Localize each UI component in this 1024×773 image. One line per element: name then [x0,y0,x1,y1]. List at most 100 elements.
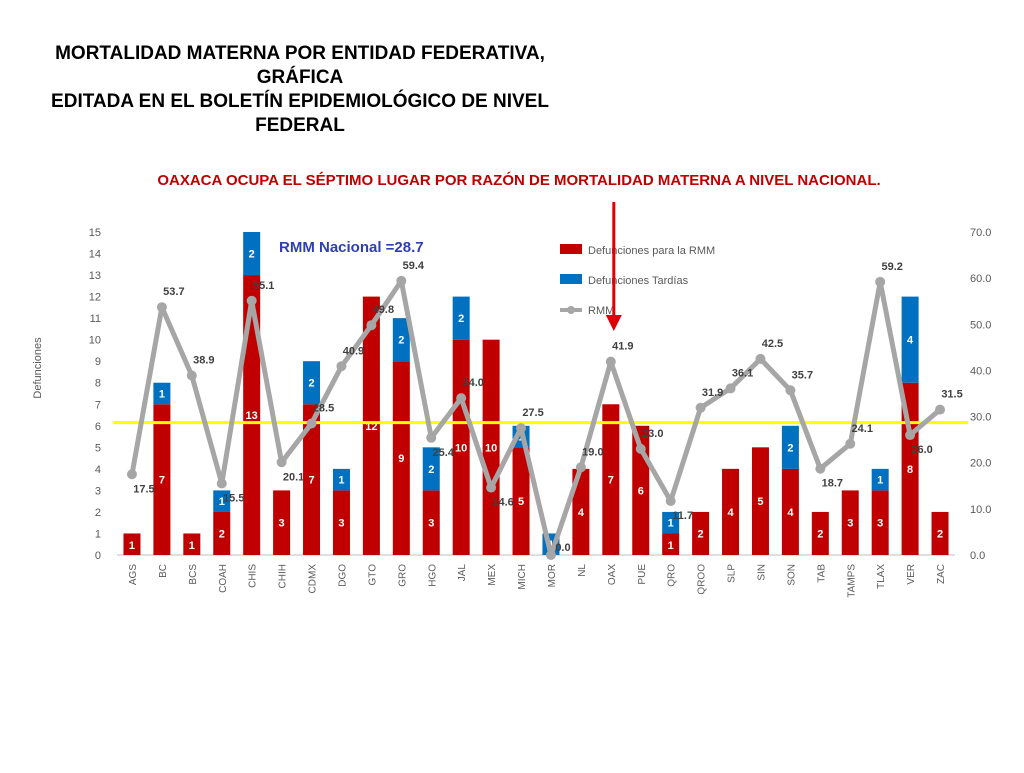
rmm-point [486,482,497,493]
bar-rmm-mex [482,339,500,555]
bar-rmm-label: 1 [668,540,674,552]
x-tick-label: COAH [218,564,229,593]
y-tick-label: 9 [95,356,101,368]
bar-rmm-label: 7 [159,475,165,487]
bar-rmm-label: 3 [428,518,434,530]
bar-rmm-label: 2 [698,528,704,540]
y2-tick-label: 10.0 [970,504,991,516]
bar-tardias-jal [452,296,470,340]
bar-rmm-gto [362,296,380,555]
rmm-point [246,295,257,306]
bar-rmm-label: 3 [279,518,285,530]
rmm-point [845,438,856,449]
bar-rmm-tab [811,511,829,555]
rmm-value-label: 53.7 [163,286,184,298]
bar-rmm-mich [512,447,530,555]
rmm-value-label: 59.2 [881,261,902,273]
rmm-value-label: 20.1 [283,471,304,483]
title-line-4: FEDERAL [255,115,345,136]
rmm-point [905,430,916,441]
national-rmm-label: RMM Nacional =28.7 [279,239,424,256]
bar-rmm-label: 2 [937,528,943,540]
bar-tardias-hgo [422,447,440,491]
rmm-point [605,356,616,367]
x-tick-label: JAL [457,564,468,582]
bar-rmm-label: 9 [398,453,404,465]
bar-tardias-label: 1 [877,475,883,487]
bar-tardias-dgo [332,468,350,491]
y2-tick-label: 20.0 [970,458,991,470]
bar-rmm-chis [243,275,261,555]
rmm-value-label: 27.5 [522,407,543,419]
rmm-line [129,278,942,558]
bar-rmm-cdmx [303,404,321,555]
rmm-value-label: 28.5 [313,402,334,414]
rmm-value-label: 31.5 [941,389,962,401]
bar-tardias-label: 2 [787,442,793,454]
x-tick-label: QROO [697,564,708,595]
bar-tardias-gro [392,318,410,362]
rmm-point [635,443,646,454]
rmm-value-label: 38.9 [193,355,214,367]
rmm-value-label: 19.0 [582,446,603,458]
rmm-value-label: 34.0 [462,377,483,389]
rmm-point [306,418,317,429]
x-tick-label: MICH [517,564,528,590]
bar-rmm-dgo [332,490,350,555]
bar-tardias-label: 1 [219,496,225,508]
bar-rmm-label: 7 [308,475,314,487]
rmm-point [156,302,167,313]
rmm-point [336,361,347,372]
bar-rmm-label: 10 [485,442,497,454]
bar-rmm-label: 3 [877,518,883,530]
bar-tardias-son [781,425,799,469]
legend-label-line: RMM [588,305,614,317]
x-tick-label: PUE [637,564,648,585]
x-tick-label: VER [906,564,917,585]
x-tick-label: GRO [397,564,408,587]
rmm-value-label: 40.9 [343,345,364,357]
y-tick-label: 8 [95,378,101,390]
bar-rmm-hgo [422,490,440,555]
rmm-point [126,469,137,480]
x-tick-label: CHIS [248,564,259,588]
x-tick-label: QRO [667,564,678,587]
x-tick-label: MEX [487,564,498,586]
rmm-value-label: 14.6 [492,497,513,509]
rmm-point [516,423,527,434]
bar-rmm-label: 5 [757,496,763,508]
x-tick-label: CDMX [308,564,319,594]
y-tick-label: 14 [89,249,101,261]
x-tick-label: SIN [756,564,767,581]
title-line-2: GRÁFICA [256,67,344,88]
bar-rmm-label: 4 [578,507,585,519]
bar-tardias-label: 2 [249,249,255,261]
y2-tick-label: 0.0 [970,550,985,562]
legend-label-rmm: Defunciones para la RMM [588,245,715,257]
rmm-point [665,496,676,507]
bar-tardias-label: 2 [398,335,404,347]
y-tick-label: 3 [95,485,101,497]
bar-tardias-label: 2 [458,313,464,325]
bar-tardias-cdmx [303,361,321,405]
rmm-value-label: 11.7 [672,510,693,522]
x-tick-label: HGO [427,564,438,587]
bar-rmm-coah [213,511,231,555]
y2-tick-label: 50.0 [970,319,991,331]
oaxaca-arrowhead [605,315,622,331]
rmm-value-label: 55.1 [253,280,274,292]
bar-tardias-coah [213,490,231,512]
bar-tardias-ver [901,296,919,383]
x-tick-label: TAMPS [846,564,857,598]
x-tick-label: NL [577,564,588,577]
x-tick-label: MOR [547,564,558,587]
rmm-point [216,478,227,489]
legend-swatch-tardias [560,274,582,284]
rmm-point [695,402,706,413]
x-tick-label: TLAX [876,564,887,589]
title-line-1: MORTALIDAD MATERNA POR ENTIDAD FEDERATIV… [55,43,545,64]
y2-tick-label: 30.0 [970,412,991,424]
y-tick-label: 11 [90,313,101,325]
bar-tardias-label: 2 [428,464,434,476]
